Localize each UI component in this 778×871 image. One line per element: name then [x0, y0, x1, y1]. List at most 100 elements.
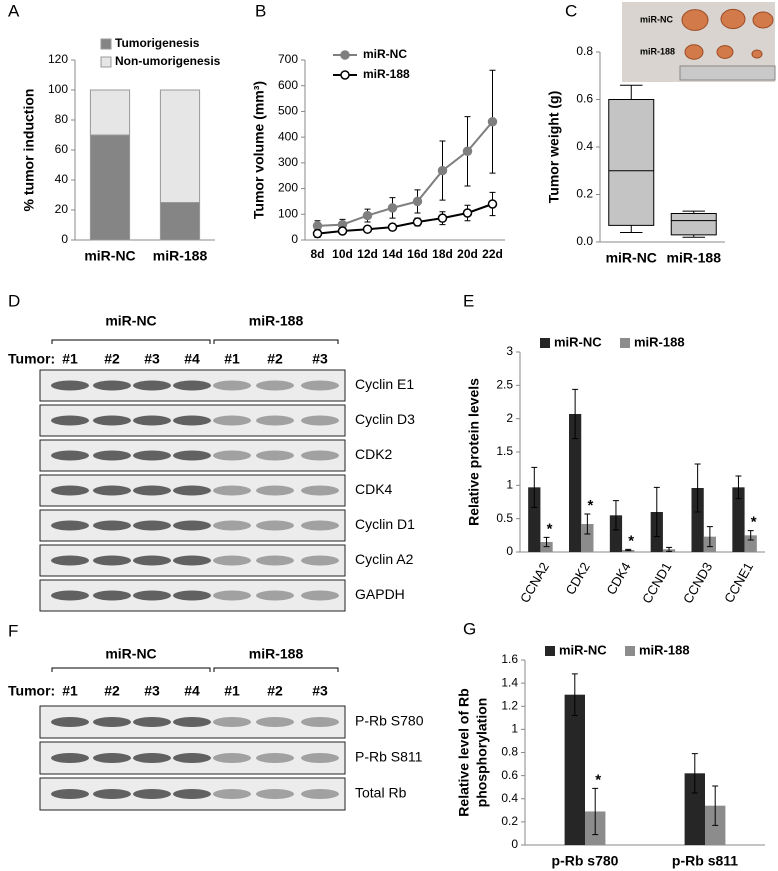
- blot-band: [256, 520, 294, 531]
- y-tick-label: 0.2: [576, 187, 593, 201]
- blot-band: [256, 380, 294, 391]
- point: [387, 222, 398, 232]
- point: [337, 226, 348, 236]
- blot-band: [256, 555, 294, 566]
- lane-label: #1: [62, 351, 78, 367]
- band-label: Cyclin D1: [355, 516, 415, 532]
- y-axis-label: Relative level of Rb: [456, 688, 472, 816]
- blot-band: [93, 717, 131, 727]
- blot-band: [301, 415, 339, 426]
- panel-label: D: [8, 291, 20, 310]
- blot-band: [256, 753, 294, 763]
- y-tick-label: 0.4: [576, 139, 593, 153]
- band-label: P-Rb S780: [355, 713, 424, 729]
- y-tick-label: 2: [506, 411, 513, 425]
- y-tick-label: 0: [506, 544, 513, 558]
- blot-band: [173, 555, 211, 566]
- lane-label: #3: [312, 683, 328, 699]
- lane-label: #3: [312, 351, 328, 367]
- blot-band: [173, 590, 211, 601]
- error-bar: [691, 753, 698, 794]
- blot-band: [173, 415, 211, 426]
- legend-label: miR-188: [639, 642, 690, 657]
- y-tick-label: 40: [55, 172, 69, 186]
- blot-band: [173, 789, 211, 799]
- lane-label: #2: [104, 351, 120, 367]
- blot-band: [173, 450, 211, 461]
- band-label: P-Rb S811: [355, 749, 423, 765]
- point: [362, 224, 373, 234]
- point: [412, 196, 423, 207]
- y-tick-label: 0.4: [501, 791, 518, 805]
- legend-swatch: [620, 338, 630, 348]
- y-tick-label: 600: [278, 78, 298, 92]
- y-tick-label: 0.6: [501, 768, 518, 782]
- blot-band: [133, 555, 171, 566]
- y-tick-label: 0: [291, 232, 298, 246]
- significance-marker: *: [595, 771, 601, 788]
- blot-band: [51, 520, 89, 531]
- x-tick-label: 16d: [407, 247, 428, 261]
- blot-band: [301, 717, 339, 727]
- error-bar: [706, 526, 713, 548]
- x-tick-label: 18d: [432, 247, 453, 261]
- error-bar: [543, 536, 550, 548]
- x-tick-label: miR-NC: [84, 248, 135, 264]
- tumor: [716, 45, 734, 59]
- box: [670, 213, 717, 236]
- y-tick-label: 3: [506, 344, 513, 358]
- legend-label: miR-NC: [363, 47, 407, 61]
- point: [487, 116, 498, 127]
- panel-label: A: [8, 1, 20, 20]
- error-bar: [735, 475, 742, 500]
- group-label: miR-NC: [105, 646, 156, 662]
- blot-band: [51, 789, 89, 799]
- y-axis-label: Tumor weight (g): [546, 91, 562, 204]
- blot-frame: [39, 404, 346, 437]
- band-label: CDK4: [355, 481, 393, 497]
- legend-label: miR-188: [634, 334, 685, 349]
- blot-band: [93, 520, 131, 531]
- point: [387, 203, 398, 213]
- bar: [528, 487, 541, 552]
- lane-label: #4: [184, 351, 200, 367]
- panel-label: E: [463, 291, 474, 310]
- bar: [564, 694, 585, 845]
- blot-band: [256, 485, 294, 496]
- y-tick-label: 0: [511, 837, 518, 851]
- error-bar: [666, 546, 673, 552]
- tumor: [681, 9, 709, 31]
- panel-label: G: [463, 619, 476, 638]
- blot-band: [133, 520, 171, 531]
- blot-band: [51, 450, 89, 461]
- point: [462, 146, 473, 157]
- y-tick-label: 1: [506, 478, 513, 492]
- error-bar: [572, 388, 579, 440]
- y-tick-label: 200: [278, 181, 298, 195]
- legend-swatch: [100, 56, 112, 68]
- y-tick-label: 1.2: [501, 698, 518, 712]
- bar-segment: [159, 202, 201, 241]
- legend-marker: [340, 50, 350, 60]
- error-bar: [612, 500, 619, 531]
- error-bar: [571, 673, 578, 716]
- blot-band: [256, 590, 294, 601]
- blot-band: [51, 415, 89, 426]
- blot-band: [301, 555, 339, 566]
- blot-band: [256, 415, 294, 426]
- band-label: Cyclin A2: [355, 551, 414, 567]
- blot-band: [93, 485, 131, 496]
- y-tick-label: 0.8: [501, 745, 518, 759]
- significance-marker: *: [751, 514, 757, 531]
- point: [312, 228, 323, 239]
- group-label: miR-188: [249, 313, 304, 329]
- band-label: Cyclin E1: [355, 376, 414, 392]
- blot-band: [213, 485, 251, 496]
- tumor-label: Tumor:: [8, 683, 55, 699]
- bar: [684, 773, 705, 845]
- blot-band: [93, 590, 131, 601]
- panel-label: B: [255, 1, 266, 20]
- panel-label: F: [8, 621, 18, 640]
- blot-band: [133, 415, 171, 426]
